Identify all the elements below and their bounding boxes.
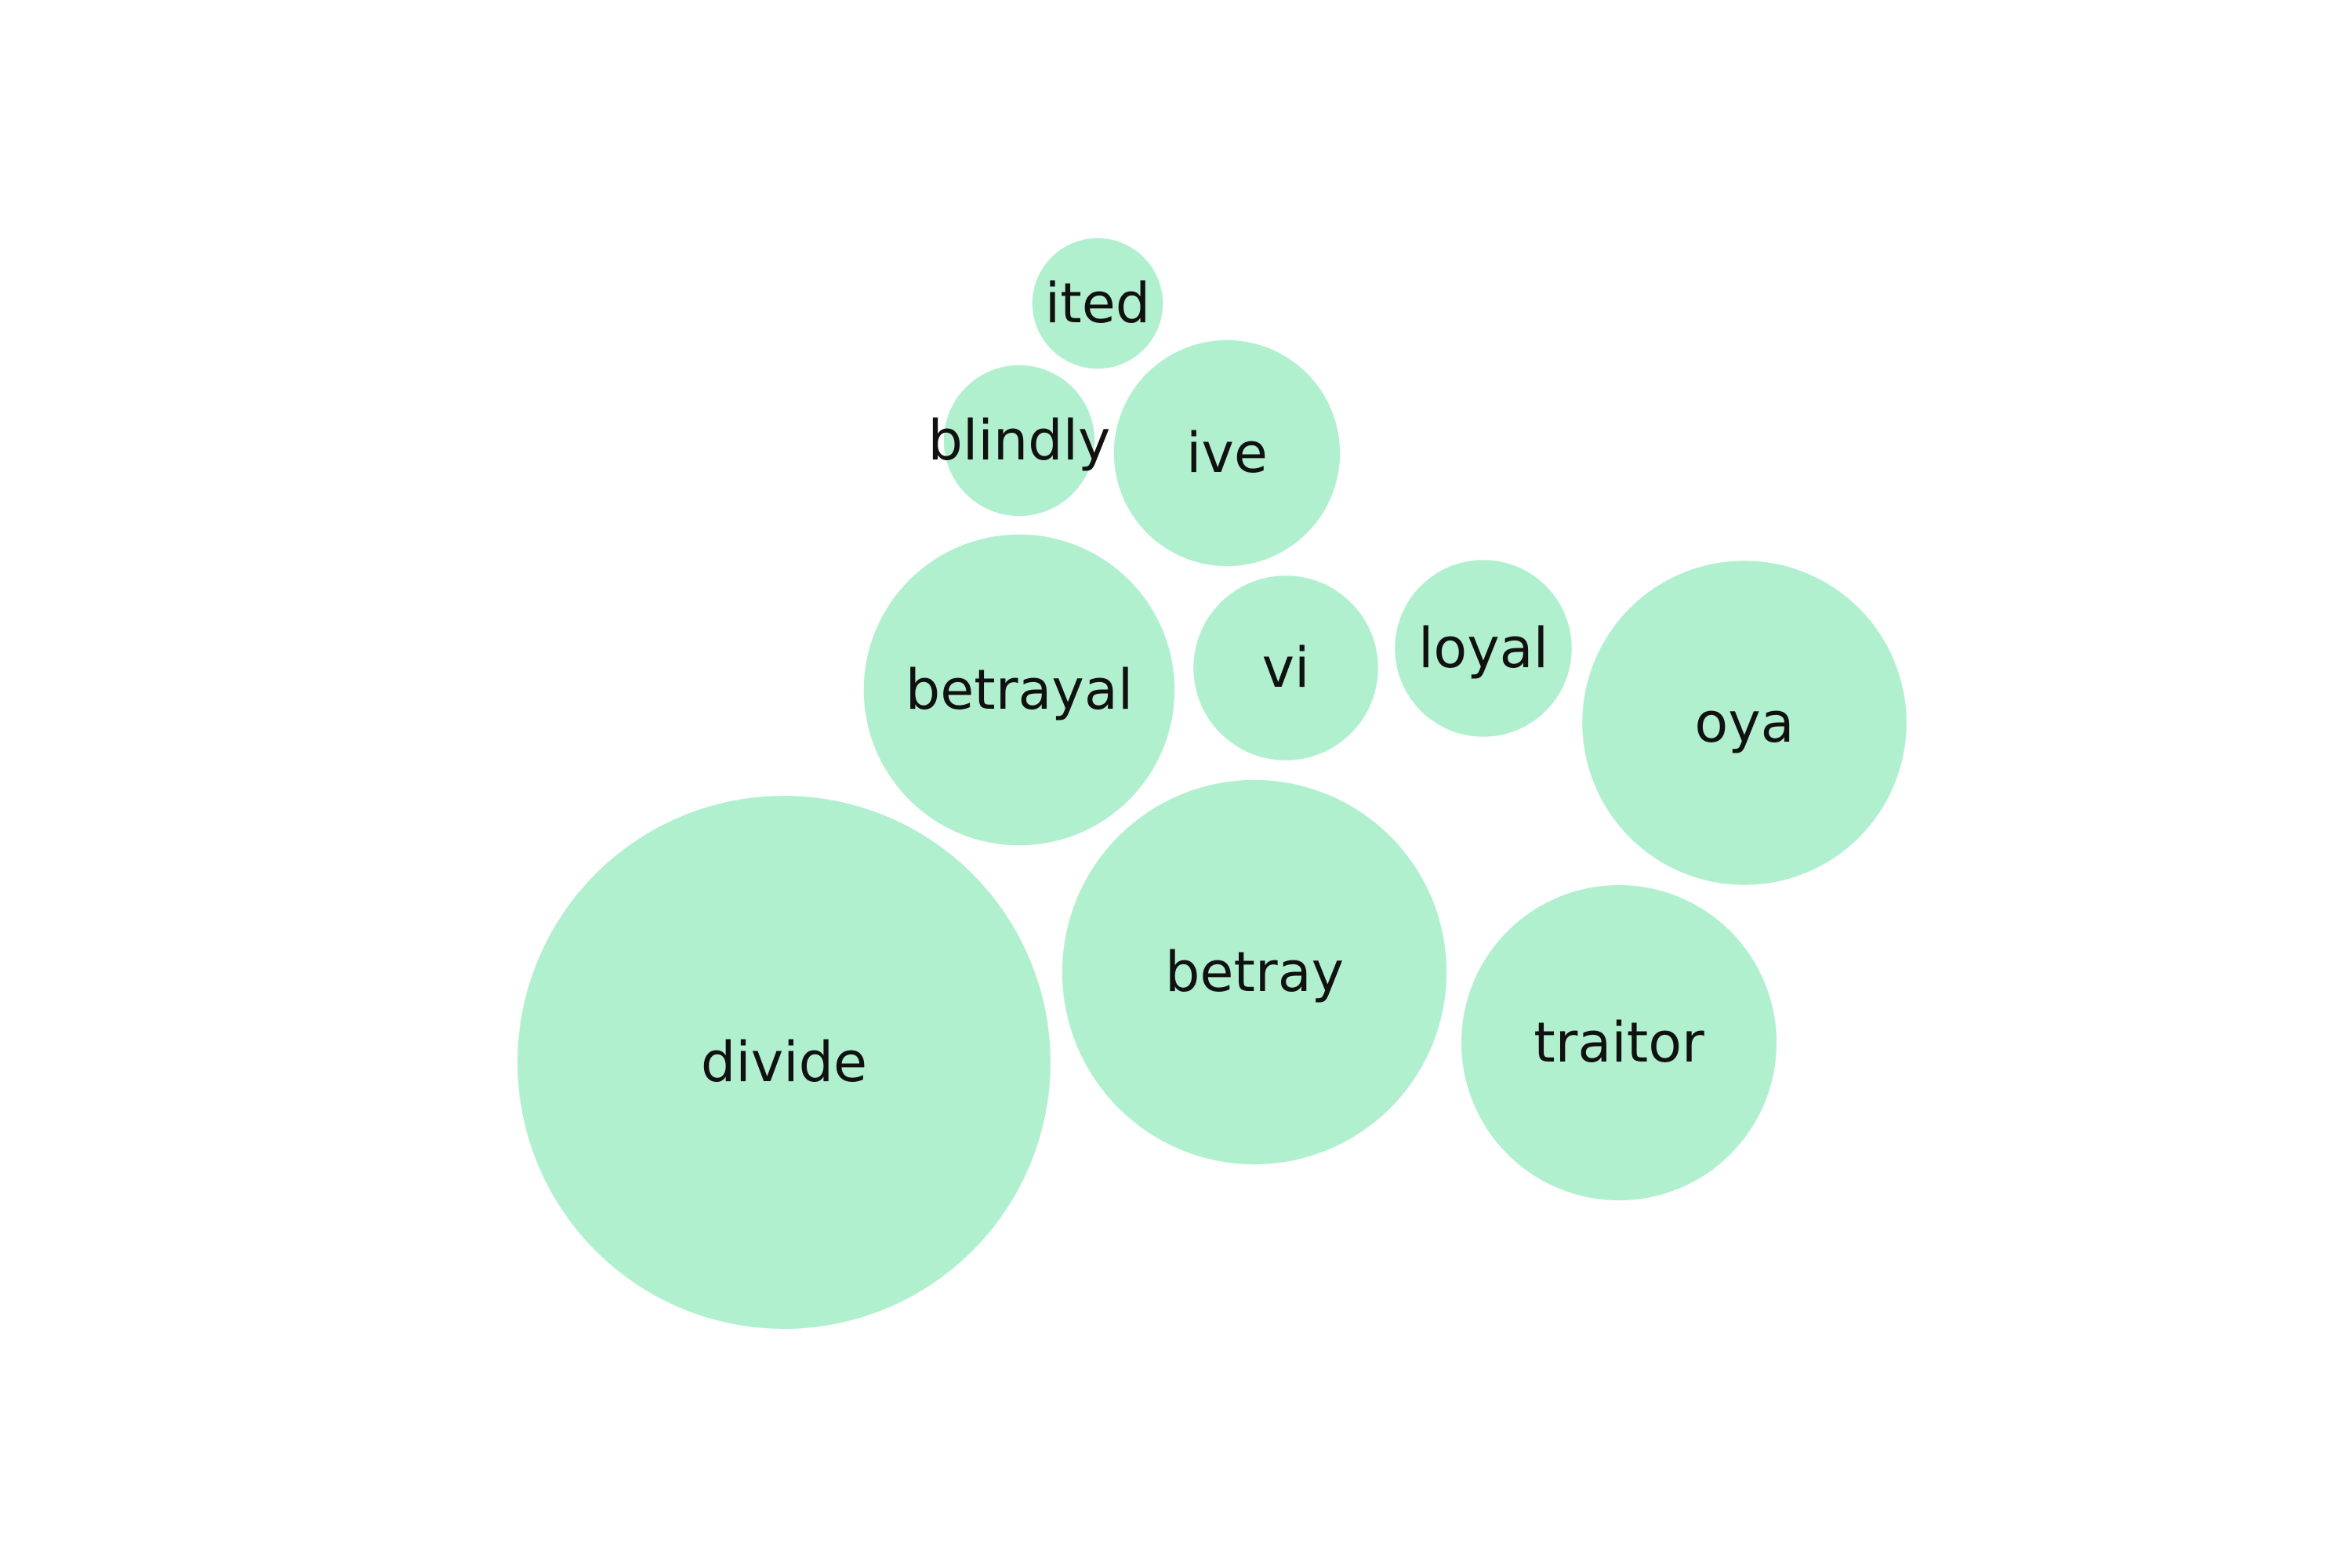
bubbles-layer — [517, 238, 1907, 1329]
bubble-loyal — [1395, 560, 1572, 737]
bubble-blindly — [943, 365, 1095, 517]
bubble-label-oya: oya — [1694, 691, 1794, 755]
labels-layer: divide betray traitor oya betrayal ive vi loyal… — [701, 271, 1795, 1094]
bubble-divide — [517, 796, 1051, 1329]
bubble-label-traitor: traitor — [1534, 1011, 1704, 1075]
bubble-label-betray: betray — [1165, 940, 1344, 1004]
bubble-traitor — [1461, 884, 1777, 1201]
bubble-label-ive: ive — [1186, 421, 1268, 485]
bubble-label-loyal: loyal — [1418, 616, 1548, 681]
bubble-label-divide: divide — [701, 1030, 867, 1094]
bubble-betrayal — [863, 534, 1175, 846]
bubble-oya — [1582, 561, 1907, 885]
bubble-label-ited: ited — [1045, 271, 1150, 336]
bubble-ited — [1032, 238, 1163, 369]
bubble-label-betrayal: betrayal — [906, 658, 1133, 722]
bubble-betray — [1062, 779, 1447, 1165]
bubble-label-vi: vi — [1262, 636, 1310, 700]
bubble-vi — [1193, 575, 1378, 760]
bubble-ive — [1113, 339, 1341, 567]
bubble-label-blindly: blindly — [927, 408, 1110, 473]
